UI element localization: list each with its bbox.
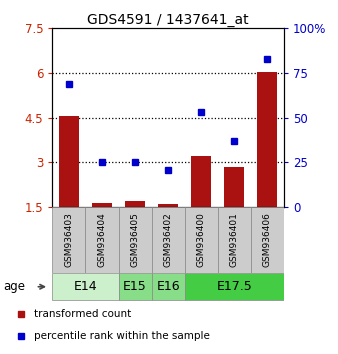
Text: GSM936403: GSM936403 xyxy=(65,212,73,267)
Text: GSM936401: GSM936401 xyxy=(230,212,239,267)
Text: GSM936400: GSM936400 xyxy=(197,212,206,267)
Text: E15: E15 xyxy=(123,280,147,293)
Text: GSM936404: GSM936404 xyxy=(97,212,106,267)
Bar xyxy=(52,273,119,300)
Bar xyxy=(52,207,86,273)
Bar xyxy=(185,207,218,273)
Text: transformed count: transformed count xyxy=(34,309,131,319)
Bar xyxy=(125,201,145,207)
Bar xyxy=(59,116,79,207)
Bar xyxy=(185,273,284,300)
Text: GSM936405: GSM936405 xyxy=(130,212,140,267)
Text: GSM936402: GSM936402 xyxy=(164,212,173,267)
Text: E16: E16 xyxy=(156,280,180,293)
Bar xyxy=(251,207,284,273)
Bar xyxy=(119,207,152,273)
Bar xyxy=(191,156,211,207)
Bar xyxy=(86,207,119,273)
Text: E17.5: E17.5 xyxy=(216,280,252,293)
Text: GSM936406: GSM936406 xyxy=(263,212,272,267)
Bar xyxy=(224,167,244,207)
Text: age: age xyxy=(3,280,25,293)
Text: percentile rank within the sample: percentile rank within the sample xyxy=(34,331,210,341)
Bar xyxy=(152,207,185,273)
Bar xyxy=(218,207,251,273)
Text: E14: E14 xyxy=(74,280,97,293)
Bar xyxy=(258,72,277,207)
Bar xyxy=(158,204,178,207)
Title: GDS4591 / 1437641_at: GDS4591 / 1437641_at xyxy=(87,13,249,27)
Bar xyxy=(119,273,152,300)
Bar xyxy=(92,202,112,207)
Bar xyxy=(152,273,185,300)
